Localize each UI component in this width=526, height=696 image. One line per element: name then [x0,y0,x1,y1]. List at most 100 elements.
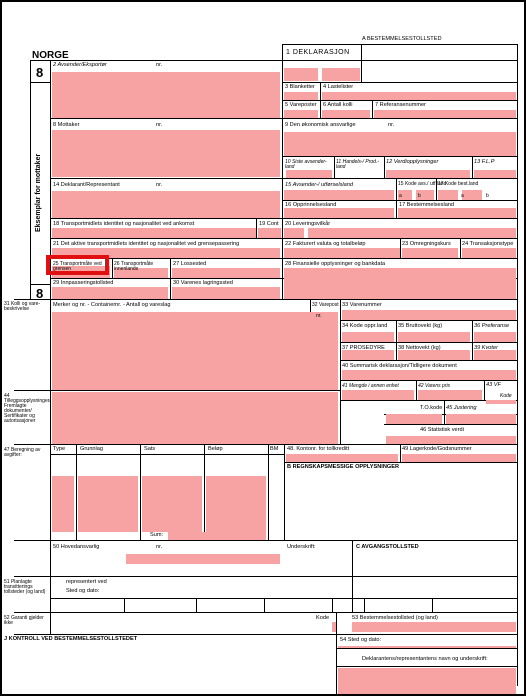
field-42-area[interactable] [418,390,482,400]
field-28-area[interactable] [284,268,516,299]
field-17-area[interactable] [398,208,516,218]
field-15a-a[interactable] [398,190,412,200]
rule-r1 [282,82,518,83]
field-9-area[interactable] [284,132,516,156]
field-15-area[interactable] [284,190,394,200]
rule-v310 [310,299,311,323]
field-52-code[interactable] [332,622,336,632]
field-1-b[interactable] [322,68,360,81]
field-20-b[interactable] [308,228,516,238]
field-18-area[interactable] [52,228,256,238]
field-53-area[interactable] [352,622,516,632]
rule-g-v396 [396,320,397,360]
highlight-box [46,255,109,275]
label-f11: 11 Handels-/ Prod.-land [336,159,379,170]
label-f43: 43 VF [486,382,501,388]
field-5-area[interactable] [284,110,318,118]
field-34-area[interactable] [342,332,394,342]
field-43-area[interactable] [486,400,516,404]
label-f52-kode: Kode [316,615,330,621]
rule-v436 [436,178,437,200]
field-16-area[interactable] [284,208,394,218]
label-f36: 36 Preferanse [474,323,510,329]
field-2-area[interactable] [52,72,280,118]
field-tokode-area[interactable] [386,414,442,424]
field-47-grunnlag[interactable] [78,476,138,532]
field-15a-b[interactable] [416,190,434,200]
field-47-sats[interactable] [142,476,202,532]
field-45-area[interactable] [446,414,516,424]
label-f21: 21 Det aktive transportmidlets identitet… [53,241,240,247]
field-6-area[interactable] [322,110,370,118]
field-14-area[interactable] [52,191,280,218]
label-f31-desc: Merker og nr. - Containernr. - Antall og… [53,302,171,308]
rule-v320 [320,82,321,118]
label-f20: 20 Leveringsvilkår [285,221,331,227]
field-19-area[interactable] [258,228,281,238]
field-13-area[interactable] [474,170,516,178]
label-f12: 12 Verdiopplysninger [386,159,439,165]
rule-v396 [396,178,397,200]
rule-r11 [14,299,518,300]
field-32-area[interactable] [312,312,338,322]
field-29-area[interactable] [52,287,168,299]
field-33-area[interactable] [342,310,516,320]
field-27-area[interactable] [172,268,280,278]
rule-l-v336b [336,634,337,694]
field-4-area[interactable] [322,92,516,100]
rule-decl-top [282,44,362,45]
field-30-area[interactable] [172,287,280,299]
field-31-area[interactable] [52,312,338,390]
field-8-area[interactable] [52,130,280,177]
label-f35: 35 Bruttovekt (kg) [398,323,443,329]
rule-l-v336 [336,612,337,634]
field-48-area[interactable] [286,454,398,462]
label-f23: 23 Omregningskurs [402,241,451,247]
field-44-area[interactable] [52,392,338,444]
field-54-a[interactable] [338,646,516,648]
field-21-area[interactable] [52,248,280,258]
label-tokode: T.O.kode [420,405,443,411]
field-23-area[interactable] [402,248,458,258]
label-f30: 30 Varenes lagringssted [173,280,233,286]
frame-bottom [0,694,526,696]
field-37-area[interactable] [342,350,394,360]
rule-right [517,44,518,686]
field-39-area[interactable] [474,350,516,360]
field-46-area[interactable] [386,436,516,444]
field-49-area[interactable] [402,454,516,462]
field-40-area[interactable] [342,370,516,380]
field-10-area[interactable] [286,170,332,178]
side-label: Eksemplar for mottaker [35,153,42,232]
label-f2-nr: nr. [156,62,163,68]
field-47-belop[interactable] [206,476,266,532]
field-36-area[interactable] [474,332,516,342]
frame-right [524,0,526,696]
field-17a-b[interactable] [462,190,482,200]
field-24-area[interactable] [462,248,516,258]
rule-left-inner [50,60,51,300]
country-label: NORGE [32,50,69,61]
label-f10: 10 Siste avsender-land [285,159,327,170]
label-f47-bm: BM [270,446,279,452]
field-1-a[interactable] [284,68,318,81]
field-41-area[interactable] [342,390,414,400]
label-rep: representert ved [66,579,107,585]
field-50-area[interactable] [126,554,280,564]
rule-mid [282,44,283,299]
field-54-sign[interactable] [338,668,516,694]
field-7-area[interactable] [374,110,516,118]
field-26-area[interactable] [114,268,168,278]
field-20-a[interactable] [284,228,304,238]
field-12-area[interactable] [386,170,470,178]
label-f15: 15 Avsender-/ utførselsland [285,182,353,188]
field-3-area[interactable] [284,92,318,100]
rule-t2 [284,462,518,463]
field-22-area[interactable] [284,248,400,258]
field-17a-a[interactable] [438,190,458,200]
field-47-sum[interactable] [168,532,266,540]
rule-r6 [282,200,518,201]
field-47-type[interactable] [52,476,74,532]
field-35-area[interactable] [398,332,470,342]
field-38-area[interactable] [398,350,470,360]
